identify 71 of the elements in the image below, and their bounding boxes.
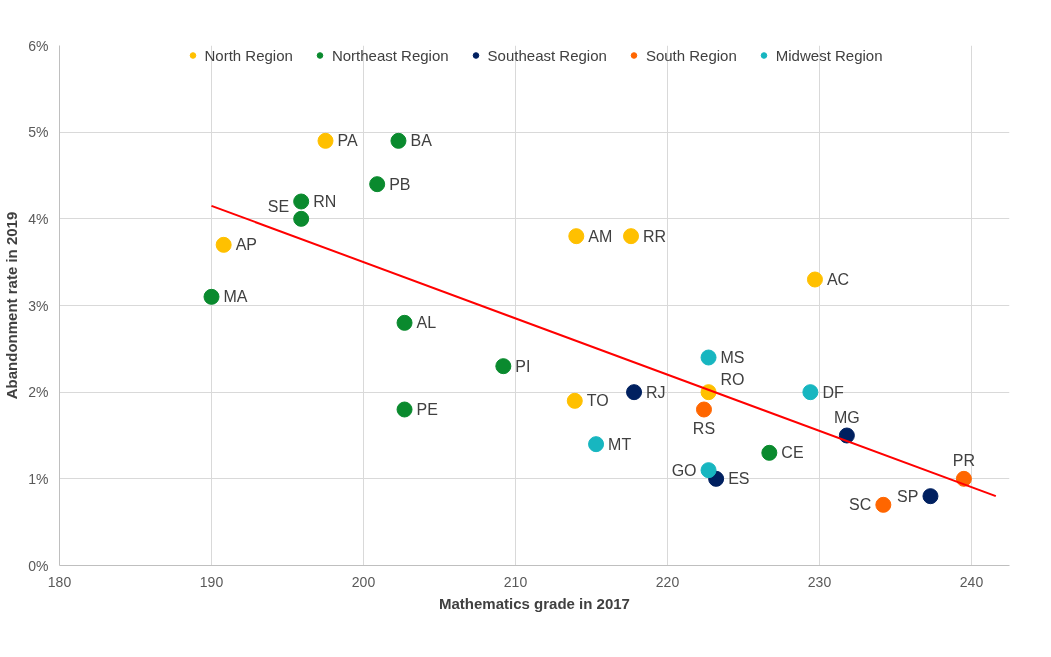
data-label: GO [671, 461, 697, 479]
data-label: MT [608, 435, 632, 453]
point [695, 401, 712, 418]
data-label: PE [416, 401, 438, 418]
x-tick-label: 230 [807, 573, 832, 590]
y-tick-label: 3% [28, 297, 49, 314]
point [495, 358, 512, 375]
point [293, 210, 310, 227]
point [626, 384, 643, 401]
data-label: CE [781, 444, 804, 462]
data-label: RN [313, 193, 337, 210]
data-label: AM [588, 227, 613, 245]
point [317, 132, 334, 149]
legend-label: Southeast Region [487, 46, 607, 64]
data-label: SP [897, 487, 919, 505]
data-label: TO [586, 392, 609, 410]
data-label: RO [720, 371, 745, 389]
point [293, 193, 310, 210]
x-tick-label: 240 [959, 573, 984, 590]
data-label: AL [416, 314, 437, 332]
data-label: DF [822, 383, 844, 401]
x-tick-label: 220 [655, 573, 680, 590]
point [369, 176, 386, 193]
point [806, 271, 823, 288]
x-tick-label: 200 [351, 573, 376, 590]
point [390, 132, 407, 149]
point [802, 384, 819, 401]
data-label: AP [235, 236, 257, 254]
point [396, 314, 413, 331]
point [875, 496, 892, 513]
legend-label: South Region [645, 46, 737, 64]
data-label: MS [720, 349, 745, 366]
legend-label: Midwest Region [775, 46, 883, 64]
y-tick-label: 6% [28, 37, 49, 54]
point [700, 349, 717, 366]
data-label: PR [952, 451, 976, 469]
data-label: RJ [646, 383, 666, 401]
point [215, 236, 232, 253]
point [761, 444, 778, 461]
y-tick-label: 4% [28, 210, 49, 227]
data-label: MG [833, 408, 860, 426]
point [700, 462, 717, 479]
y-tick-label: 0% [28, 557, 49, 574]
point [396, 401, 413, 418]
data-label: PA [337, 132, 358, 150]
legend-label: Northeast Region [331, 46, 449, 64]
data-label: SE [267, 197, 290, 215]
point [922, 488, 939, 505]
x-tick-label: 190 [199, 573, 224, 590]
data-label: PI [515, 357, 531, 375]
point [623, 228, 640, 245]
data-label: RS [692, 419, 716, 437]
y-tick-label: 5% [28, 124, 49, 141]
x-axis-title: Mathematics grade in 2017 [439, 594, 630, 612]
x-tick-label: 180 [47, 573, 72, 590]
y-tick-label: 1% [28, 470, 49, 487]
x-tick-label: 210 [503, 573, 528, 590]
data-label: RR [643, 227, 667, 245]
data-label: PB [389, 175, 411, 193]
point [203, 288, 220, 305]
data-label: AC [826, 271, 850, 288]
data-label: SC [849, 496, 872, 514]
legend-label: North Region [204, 46, 293, 64]
y-tick-label: 2% [28, 384, 49, 401]
data-label: ES [728, 470, 750, 488]
point [568, 228, 585, 245]
data-label: MA [223, 288, 248, 306]
point [588, 436, 605, 453]
data-label: BA [410, 132, 433, 150]
point [566, 392, 583, 409]
y-axis-title: Abandonment rate in 2019 [3, 211, 21, 400]
